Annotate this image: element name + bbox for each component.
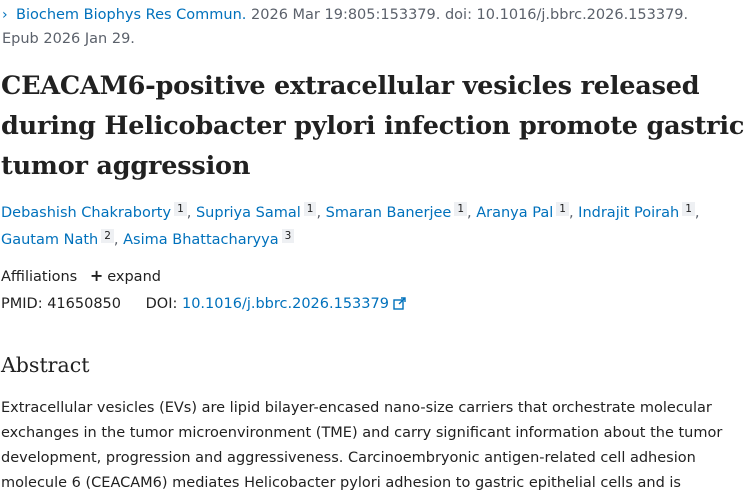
pmid-label: PMID: xyxy=(1,296,43,312)
author-link[interactable]: Gautam Nath xyxy=(1,232,99,248)
affiliation-number[interactable]: 3 xyxy=(281,229,295,243)
external-link-icon xyxy=(393,297,406,310)
title-line-3: tumor aggression xyxy=(1,151,251,181)
abstract-line: exchanges in the tumor microenvironment … xyxy=(1,425,723,441)
affiliation-number[interactable]: 1 xyxy=(556,202,569,216)
epub-date: Epub 2026 Jan 29. xyxy=(2,31,135,47)
expand-label: expand xyxy=(107,269,161,285)
plus-icon: + xyxy=(89,266,104,285)
abstract-line: molecule 6 (CEACAM6) mediates Helicobact… xyxy=(1,475,681,491)
pmid-value: 41650850 xyxy=(47,296,122,312)
affiliations-row: Affiliations + expand xyxy=(1,265,161,288)
title-line-1: CEACAM6-positive extracellular vesicles … xyxy=(1,71,700,101)
journal-link[interactable]: Biochem Biophys Res Commun. xyxy=(16,7,247,23)
affiliation-number[interactable]: 1 xyxy=(682,202,695,216)
citation-details: 2026 Mar 19:805:153379. doi: 10.1016/j.b… xyxy=(246,7,689,23)
affiliation-number[interactable]: 2 xyxy=(101,229,114,243)
abstract-line: Extracellular vesicles (EVs) are lipid b… xyxy=(1,400,712,416)
author-link[interactable]: Debashish Chakraborty xyxy=(1,205,172,221)
doi-value: 10.1016/j.bbrc.2026.153379 xyxy=(181,296,389,312)
doi-label: DOI: xyxy=(145,296,178,312)
article-title: CEACAM6-positive extracellular vesicles … xyxy=(1,66,746,186)
author-link[interactable]: Supriya Samal xyxy=(195,205,301,221)
affiliation-number[interactable]: 1 xyxy=(303,202,317,216)
author-link[interactable]: Smaran Banerjee xyxy=(325,205,452,221)
abstract-line: development, progression and aggressiven… xyxy=(1,450,696,466)
author-link[interactable]: Aranya Pal xyxy=(476,205,554,221)
citation: › Biochem Biophys Res Commun. 2026 Mar 19… xyxy=(2,3,742,51)
expand-affiliations-button[interactable]: + expand xyxy=(90,266,161,285)
affiliations-label: Affiliations xyxy=(1,269,78,285)
author-link[interactable]: Asima Bhattacharyya xyxy=(123,232,279,248)
author-list: Debashish Chakraborty 1, Supriya Samal 1, … xyxy=(1,202,700,248)
identifiers-row: PMID: 41650850 DOI: 10.1016/j.bbrc.2026.… xyxy=(1,293,406,315)
author-link[interactable]: Indrajit Poirah xyxy=(578,205,680,221)
abstract-text: Extracellular vesicles (EVs) are lipid b… xyxy=(1,396,741,496)
affiliation-number[interactable]: 1 xyxy=(174,202,187,216)
chevron-right-icon: › xyxy=(2,7,8,23)
abstract-heading: Abstract xyxy=(1,353,90,377)
doi-link[interactable]: 10.1016/j.bbrc.2026.153379 xyxy=(182,296,406,312)
affiliation-number[interactable]: 1 xyxy=(454,202,467,216)
title-line-2: during Helicobacter pylori infection pro… xyxy=(1,111,745,141)
